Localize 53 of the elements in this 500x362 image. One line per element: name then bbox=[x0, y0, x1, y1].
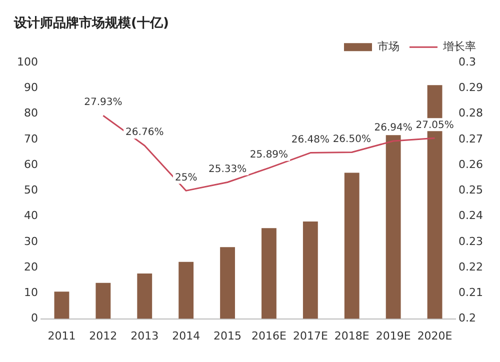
y2-tick-label: 0.21 bbox=[458, 286, 484, 300]
y-tick-label: 80 bbox=[24, 106, 38, 120]
legend-label: 增长率 bbox=[442, 40, 476, 53]
y-tick-label: 40 bbox=[24, 209, 38, 222]
y-tick-label: 0 bbox=[30, 312, 38, 325]
y2-tick-label: 0.28 bbox=[458, 106, 484, 120]
x-tick-label: 2015 bbox=[214, 329, 242, 342]
x-tick-label: 2013 bbox=[130, 329, 159, 342]
bar bbox=[302, 221, 318, 319]
y-tick-label: 50 bbox=[24, 184, 38, 197]
y-tick-label: 10 bbox=[24, 286, 38, 300]
data-label: 27.93% bbox=[84, 97, 122, 108]
y-tick-label: 100 bbox=[16, 55, 38, 68]
chart-title: 设计师品牌市场规模(十亿) bbox=[13, 15, 169, 32]
data-label: 25.89% bbox=[250, 149, 288, 160]
x-tick-label: 2011 bbox=[48, 329, 76, 342]
x-tick-label: 2019E bbox=[376, 329, 411, 342]
data-label: 25% bbox=[174, 172, 198, 184]
data-label: 26.94% bbox=[374, 122, 412, 134]
x-tick-label: 2020E bbox=[417, 329, 452, 342]
bar bbox=[178, 262, 194, 319]
x-tick-label: 2016E bbox=[252, 329, 286, 342]
data-label: 26.76% bbox=[126, 127, 164, 138]
y2-tick-label: 0.24 bbox=[458, 209, 484, 222]
data-label: 27.05% bbox=[416, 120, 454, 131]
bar bbox=[220, 247, 235, 319]
y2-tick-label: 0.23 bbox=[458, 234, 484, 248]
x-tick-label: 2012 bbox=[89, 329, 118, 342]
y-tick-label: 70 bbox=[24, 132, 38, 146]
x-tick-label: 2018E bbox=[334, 329, 370, 342]
bar bbox=[262, 228, 276, 319]
y2-tick-label: 0.2 bbox=[458, 312, 476, 325]
y2-tick-label: 0.29 bbox=[458, 81, 484, 94]
y2-tick-label: 0.26 bbox=[458, 158, 484, 171]
legend-label: 市场 bbox=[378, 40, 400, 53]
y2-tick-label: 0.27 bbox=[458, 132, 484, 146]
bar bbox=[344, 172, 360, 319]
data-label: 26.48% bbox=[291, 134, 330, 146]
x-tick-label: 2014 bbox=[172, 329, 200, 342]
bar bbox=[137, 273, 152, 319]
y2-tick-label: 0.25 bbox=[458, 184, 484, 197]
bar bbox=[386, 135, 401, 319]
data-label: 25.33% bbox=[208, 164, 247, 175]
y2-tick-label: 0.3 bbox=[458, 55, 476, 68]
bar bbox=[54, 292, 70, 319]
x-tick-label: 2017E bbox=[292, 329, 328, 342]
y-tick-label: 90 bbox=[24, 81, 38, 94]
y2-tick-label: 0.22 bbox=[458, 260, 484, 274]
y-tick-label: 30 bbox=[24, 234, 38, 248]
y-tick-label: 20 bbox=[24, 260, 38, 274]
y-tick-label: 60 bbox=[24, 158, 38, 171]
data-label: 26.50% bbox=[332, 134, 371, 145]
bar bbox=[96, 282, 111, 319]
